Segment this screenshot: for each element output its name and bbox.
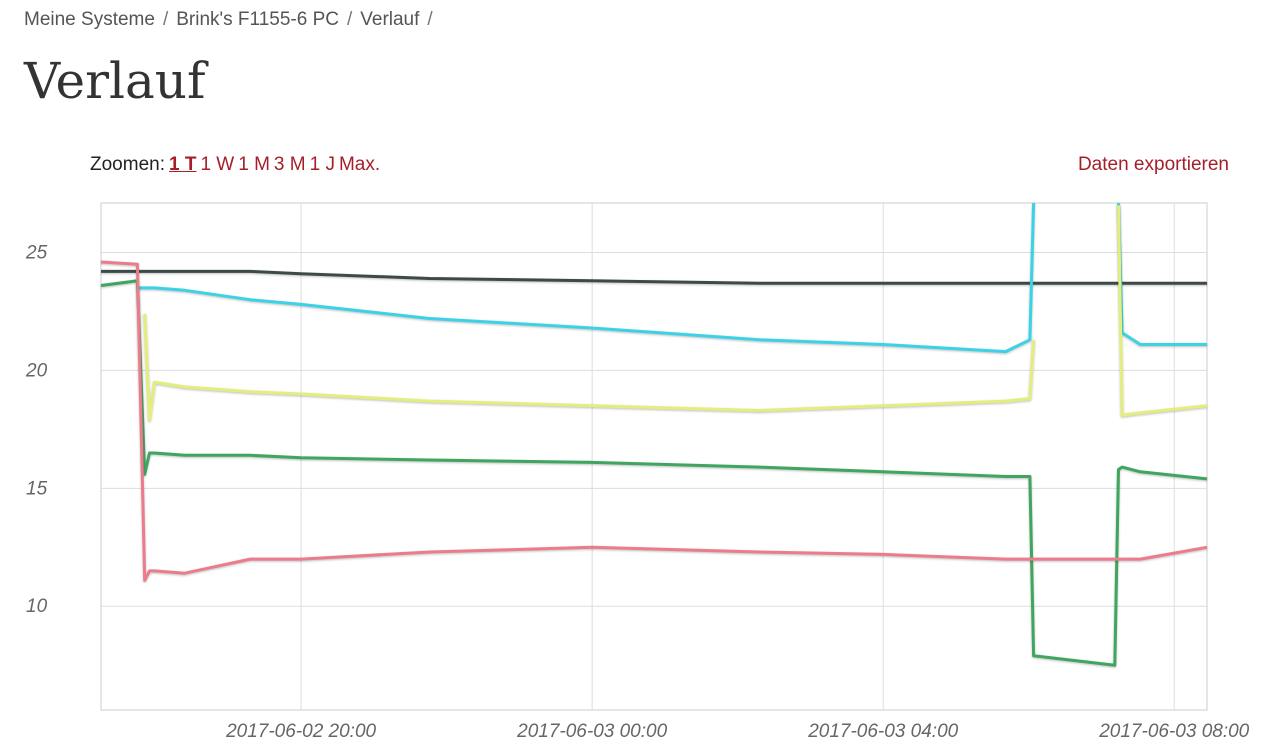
export-link[interactable]: Daten exportieren xyxy=(1077,154,1229,175)
breadcrumb: Meine Systeme / Brink's F1155-6 PC / Verlauf… xyxy=(24,9,441,31)
y-tick-label: 15 xyxy=(26,478,48,499)
page-title: Verlauf xyxy=(24,52,206,110)
breadcrumb-item[interactable]: Verlauf xyxy=(360,9,420,30)
x-tick-label: 2017-06-02 20:00 xyxy=(225,721,376,742)
x-tick-label: 2017-06-03 00:00 xyxy=(516,721,667,742)
series-line xyxy=(137,202,1207,354)
breadcrumb-separator: / xyxy=(162,9,169,30)
plot-border xyxy=(100,202,1208,711)
x-tick-label: 2017-06-03 04:00 xyxy=(807,721,958,742)
y-tick-label: 10 xyxy=(26,596,48,617)
y-tick-label: 20 xyxy=(25,360,48,381)
x-tick-label: 2017-06-03 08:00 xyxy=(1098,721,1249,742)
zoom-option[interactable]: 1 W xyxy=(200,154,235,175)
series-line xyxy=(100,279,1208,667)
breadcrumb-separator: / xyxy=(346,9,353,30)
breadcrumb-separator: / xyxy=(427,9,433,30)
breadcrumb-item[interactable]: Meine Systeme xyxy=(24,9,155,30)
zoom-label: Zoomen: xyxy=(90,154,165,175)
zoom-option[interactable]: 1 M xyxy=(238,154,270,175)
y-tick-label: 25 xyxy=(25,243,48,264)
series-line xyxy=(143,205,1208,422)
zoom-option[interactable]: Max. xyxy=(338,154,381,175)
breadcrumb-item[interactable]: Brink's F1155-6 PC xyxy=(176,9,339,30)
zoom-option[interactable]: 3 M xyxy=(273,154,306,175)
chart: 10 15 20 25 2017-06-02 20:00 2017-06-03 00:00… xyxy=(25,202,1250,742)
series-line xyxy=(101,269,1207,285)
series-line xyxy=(100,260,1208,582)
zoom-option[interactable]: 1 T xyxy=(168,154,197,175)
zoom-option[interactable]: 1 J xyxy=(309,154,335,175)
